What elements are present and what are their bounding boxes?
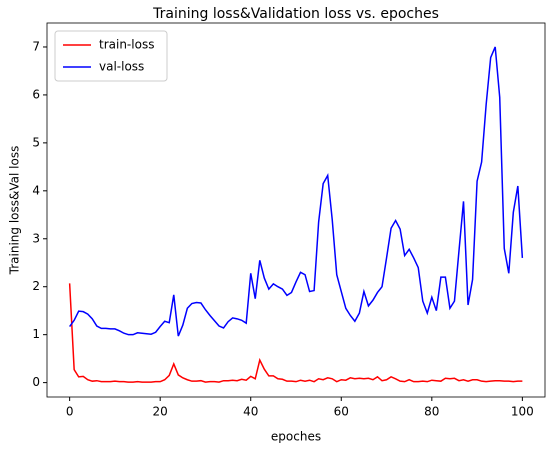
y-tick-label: 5 bbox=[32, 135, 40, 149]
x-axis-label: epoches bbox=[271, 430, 321, 444]
legend-box bbox=[54, 30, 168, 82]
y-tick-label: 7 bbox=[32, 39, 40, 53]
y-tick-label: 1 bbox=[32, 327, 40, 341]
y-axis-label: Training loss&Val loss bbox=[8, 146, 22, 276]
y-tick-label: 2 bbox=[32, 279, 40, 293]
x-tick-label: 20 bbox=[153, 405, 168, 419]
legend-label: train-loss bbox=[99, 38, 154, 52]
y-tick-label: 3 bbox=[32, 231, 40, 245]
plot-frame bbox=[46, 22, 546, 398]
y-tick-label: 0 bbox=[32, 375, 40, 389]
y-tick-label: 4 bbox=[32, 183, 40, 197]
x-tick-label: 80 bbox=[424, 405, 439, 419]
line-series bbox=[69, 46, 524, 337]
x-tick-label: 60 bbox=[334, 405, 349, 419]
x-tick-label: 0 bbox=[66, 405, 74, 419]
line-series bbox=[68, 283, 523, 383]
y-tick-label: 6 bbox=[32, 87, 40, 101]
x-tick-label: 40 bbox=[243, 405, 258, 419]
x-tick-label: 100 bbox=[511, 405, 534, 419]
chart-title: Training loss&Validation loss vs. epoche… bbox=[152, 6, 439, 22]
legend-label: val-loss bbox=[99, 60, 144, 74]
